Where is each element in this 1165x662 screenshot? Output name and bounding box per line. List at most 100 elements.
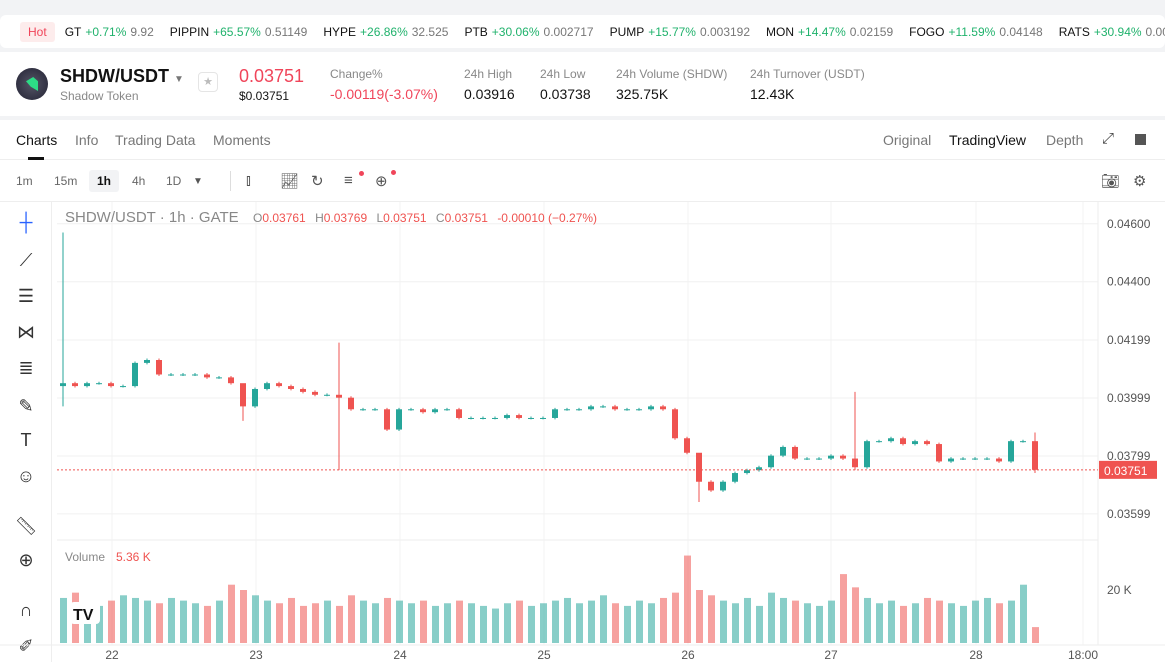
magnet-icon[interactable]: ∩: [19, 600, 33, 620]
divider: [230, 171, 231, 191]
token-name: Shadow Token: [60, 89, 139, 103]
layout-icon[interactable]: [1135, 134, 1146, 145]
volume-bar: [576, 603, 583, 643]
candle-body: [180, 374, 186, 376]
volume-bar: [276, 603, 283, 643]
tab-charts[interactable]: Charts: [16, 132, 58, 148]
candle-body: [696, 452, 702, 482]
ticker-item[interactable]: GT +0.71% 9.92: [64, 24, 154, 39]
fib-icon[interactable]: ≣: [18, 358, 34, 378]
candle-body: [492, 417, 498, 419]
interval-1m[interactable]: 1m: [16, 174, 33, 188]
volume-bar: [888, 600, 895, 643]
volume-bar: [192, 603, 199, 643]
ticker-item[interactable]: PIPPIN +65.57% 0.51149: [169, 24, 308, 39]
volume-bar: [384, 597, 391, 643]
view-depth[interactable]: Depth: [1046, 132, 1084, 148]
volume-bar: [396, 600, 403, 643]
chart-panel: Charts Info Trading Data Moments Origina…: [0, 120, 1165, 662]
token-logo: [16, 68, 48, 100]
ticker-item[interactable]: RATS+30.94%0.0000: [1058, 24, 1165, 39]
gear-icon[interactable]: ⚙: [1133, 173, 1147, 190]
ticker-item[interactable]: PTB +30.06% 0.002717: [464, 24, 594, 39]
tab-info[interactable]: Info: [75, 132, 99, 148]
ticker-item[interactable]: PUMP +15.77% 0.003192: [609, 24, 751, 39]
pencil-lock-icon[interactable]: ✐: [18, 636, 34, 656]
stat-label: 24h Volume (SHDW): [616, 67, 728, 81]
candle-body: [600, 406, 606, 408]
volume-bar: [360, 600, 367, 643]
tab-moments[interactable]: Moments: [213, 132, 271, 148]
candle-body: [768, 455, 774, 468]
y-tick-label: 0.04600: [1107, 217, 1151, 231]
stat-value: 12.43K: [750, 86, 795, 102]
x-tick-label: 23: [249, 648, 263, 662]
interval-15m[interactable]: 15m: [54, 174, 78, 188]
hot-ticker: Hot GT +0.71% 9.92 PIPPIN +65.57% 0.51149 HYPE…: [0, 15, 1165, 48]
candle-body: [780, 446, 786, 456]
add-icon[interactable]: ⊕: [375, 173, 388, 190]
emoji-icon[interactable]: ☺: [16, 466, 36, 486]
candle-body: [396, 409, 402, 430]
ohlc-legend: O0.03761 H0.03769 L0.03751 C0.03751 -0.0…: [253, 211, 597, 225]
chart-symbol-title: SHDW/USDT · 1h · GATE: [65, 209, 239, 226]
x-tick-label: 22: [105, 648, 119, 662]
candle-body: [984, 458, 990, 460]
candle-body: [588, 406, 594, 410]
candle-body: [660, 406, 666, 410]
brush-icon[interactable]: ✎: [18, 396, 34, 416]
x-tick-label: 25: [537, 648, 551, 662]
settings-list-icon[interactable]: ≡: [344, 172, 353, 189]
pair-selector[interactable]: SHDW/USDT ▼: [60, 66, 184, 86]
refresh-icon[interactable]: ↻: [311, 173, 324, 190]
candle-body: [540, 417, 546, 419]
ruler-icon[interactable]: 📏︎: [14, 516, 38, 536]
ticker-item[interactable]: MON +14.47% 0.02159: [766, 24, 894, 39]
camera-icon[interactable]: 📷︎: [1101, 173, 1121, 190]
candle-body: [288, 386, 294, 389]
volume-bar: [540, 603, 547, 643]
interval-1d[interactable]: 1D: [166, 174, 182, 188]
volume-bar: [444, 603, 451, 643]
candle-body: [132, 362, 138, 387]
candle-body: [168, 374, 174, 376]
pattern-icon[interactable]: ⋈: [17, 322, 35, 342]
view-tradingview[interactable]: TradingView: [949, 132, 1027, 148]
ticker-item[interactable]: HYPE +26.86% 32.525: [323, 24, 449, 39]
volume-bar: [264, 600, 271, 643]
candle-body: [948, 458, 954, 462]
stat-value: 0.03916: [464, 86, 515, 102]
fullscreen-icon[interactable]: ⤢: [1102, 130, 1115, 147]
interval-4h[interactable]: 4h: [132, 174, 146, 188]
candle-body: [336, 394, 342, 398]
volume-bar: [372, 603, 379, 643]
candle-body: [528, 417, 534, 419]
ticker-item[interactable]: FOGO +11.59% 0.04148: [909, 24, 1043, 39]
zoom-in-icon[interactable]: ⊕: [18, 550, 34, 570]
candle-body: [300, 388, 306, 392]
y-tick-label: 0.04199: [1107, 333, 1151, 347]
candle-type-icon[interactable]: ⫾: [246, 172, 251, 189]
indicators-icon[interactable]: 📈︎: [280, 173, 300, 190]
candle-body: [144, 360, 150, 363]
notification-dot: [391, 170, 396, 175]
interval-1h[interactable]: 1h: [89, 170, 120, 192]
tab-trading-data[interactable]: Trading Data: [115, 132, 196, 148]
volume-bar: [1008, 600, 1015, 643]
favorite-star-icon[interactable]: ★: [198, 72, 218, 92]
trend-line-icon[interactable]: ⟋: [19, 250, 33, 270]
horizontal-lines-icon[interactable]: ☰: [17, 286, 35, 306]
interval-dropdown-icon[interactable]: ▼: [193, 176, 203, 187]
volume-bar: [228, 584, 235, 643]
volume-value: 5.36 K: [116, 550, 151, 564]
volume-bar: [684, 555, 691, 643]
view-original[interactable]: Original: [883, 132, 932, 148]
volume-bar: [756, 605, 763, 643]
volume-bar: [1032, 627, 1039, 643]
text-icon[interactable]: T: [20, 430, 32, 450]
volume-bar: [936, 600, 943, 643]
crosshair-icon[interactable]: ┼: [19, 212, 33, 232]
volume-bar: [792, 600, 799, 643]
x-tick-label: 26: [681, 648, 695, 662]
volume-bar: [204, 605, 211, 643]
